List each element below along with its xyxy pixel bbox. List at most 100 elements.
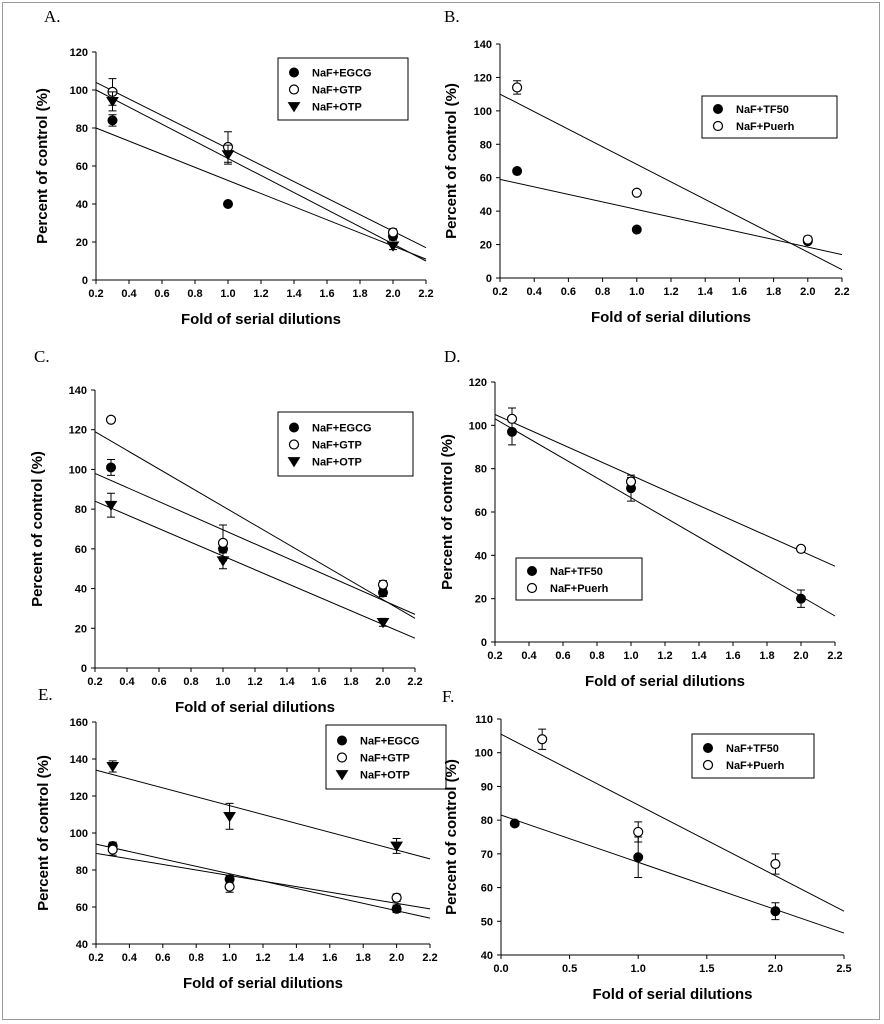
chart-c-y-tick-label: 100 (69, 464, 87, 476)
chart-e-legend-label-naf-otp: NaF+OTP (360, 770, 410, 782)
chart-e-y-tick-label: 120 (70, 791, 88, 803)
chart-e-x-tick-label: 0.8 (189, 952, 204, 964)
chart-c-x-axis-label: Fold of serial dilutions (175, 699, 335, 716)
chart-b-y-tick-label: 60 (480, 173, 492, 185)
chart-c-point-naf-egcg (106, 462, 116, 473)
chart-e-x-tick-label: 2.0 (389, 952, 404, 964)
chart-b-y-tick-label: 0 (486, 273, 492, 285)
chart-a-legend-label-naf-gtp: NaF+GTP (312, 85, 362, 97)
chart-b-y-tick-label: 120 (474, 72, 492, 84)
chart-d-x-tick-label: 2.0 (793, 650, 808, 662)
chart-d-y-tick-label: 40 (475, 550, 487, 562)
chart-c-y-tick-label: 80 (75, 504, 87, 516)
chart-b-x-tick-label: 1.4 (698, 286, 714, 298)
chart-d-legend-label-naf-puerh: NaF+Puerh (550, 583, 609, 595)
chart-c-point-naf-otp (216, 556, 230, 567)
chart-e-y-axis-label: Percent of control (%) (35, 755, 52, 911)
chart-a-fit-line-naf-egcg (95, 127, 427, 260)
chart-d-legend-marker-naf-puerh (526, 582, 538, 594)
chart-b-point-naf-puerh (631, 187, 642, 198)
chart-b-legend-label-naf-puerh: NaF+Puerh (736, 121, 795, 133)
chart-e-fit-line-naf-otp (95, 769, 431, 860)
chart-e-y-tick-label: 160 (70, 717, 88, 729)
chart-a-x-tick-label: 2.2 (418, 288, 433, 300)
chart-b-x-tick-label: 1.0 (629, 286, 644, 298)
chart-f-legend-marker-naf-tf50 (703, 743, 713, 753)
chart-a-point-naf-egcg (223, 199, 233, 209)
chart-c-x-tick-label: 0.4 (119, 676, 135, 688)
chart-b-legend-label-naf-tf50: NaF+TF50 (736, 104, 789, 116)
chart-b-x-tick-label: 1.8 (766, 286, 781, 298)
chart-b-x-tick-label: 1.6 (732, 286, 747, 298)
chart-a-y-tick-label: 120 (70, 47, 88, 59)
chart-panel-f: F. 0.0 0.5 1.0 1.5 2.0 2.5 40 50 60 70 80 90 100 110 Fo… (440, 680, 884, 1024)
chart-c-y-tick-label: 40 (75, 584, 87, 596)
chart-b-x-tick-label: 0.8 (595, 286, 610, 298)
chart-f-x-tick-label: 1.0 (631, 963, 646, 975)
chart-c-fit-line-naf-otp (94, 500, 416, 639)
chart-d-panel-label: D. (444, 347, 461, 366)
chart-c-legend-label-naf-otp: NaF+OTP (312, 457, 362, 469)
chart-a-point-naf-otp (386, 241, 400, 252)
chart-d-point-naf-puerh (795, 543, 807, 554)
chart-e-y-tick-label: 60 (76, 902, 88, 914)
chart-a-legend-marker-naf-otp (287, 102, 301, 113)
chart-c-legend-label-naf-gtp: NaF+GTP (312, 440, 362, 452)
chart-b-point-naf-puerh (802, 234, 813, 245)
chart-e-y-tick-label: 140 (70, 754, 88, 766)
chart-panel-b: B. 0.2 0.4 0.6 0.8 1.0 1.2 1.4 1.6 1.8 2.0 2.2 0 20 40… (440, 0, 884, 340)
chart-panel-c: C. 0.2 0.4 0.6 0.8 1.0 1.2 1.4 1.6 1.8 2.0 2.2 0 20 40… (0, 340, 440, 716)
chart-f-y-tick-label: 60 (481, 883, 493, 895)
chart-b-x-tick-label: 2.0 (800, 286, 815, 298)
chart-e-legend-marker-naf-gtp (336, 752, 348, 763)
chart-c-legend-marker-naf-gtp (288, 439, 300, 450)
chart-c-point-naf-otp (104, 500, 118, 512)
chart-e-x-tick-label: 2.2 (422, 952, 437, 964)
chart-e-point-naf-otp (390, 841, 404, 852)
chart-f-x-tick-label: 2.0 (768, 963, 783, 975)
chart-b-y-tick-label: 40 (480, 206, 492, 218)
chart-b-x-tick-label: 0.2 (492, 286, 507, 298)
chart-c-x-tick-label: 1.8 (343, 676, 358, 688)
chart-d-x-tick-label: 0.6 (555, 650, 570, 662)
chart-e-point-naf-gtp (107, 844, 118, 855)
chart-e-point-naf-gtp (391, 892, 402, 903)
chart-b-panel-label: B. (444, 7, 460, 26)
chart-b-legend-marker-naf-puerh (712, 120, 724, 132)
chart-c-x-tick-label: 1.6 (311, 676, 326, 688)
chart-e-point-naf-egcg (391, 903, 402, 914)
chart-d-y-tick-label: 80 (475, 464, 487, 476)
chart-d-y-tick-label: 120 (469, 377, 487, 389)
chart-c-x-tick-label: 1.2 (247, 676, 262, 688)
chart-d-x-tick-label: 1.8 (759, 650, 774, 662)
chart-d-y-tick-label: 0 (481, 637, 487, 649)
chart-f-point-naf-puerh (537, 734, 548, 745)
chart-a-fit-line-naf-otp (95, 89, 427, 262)
chart-f-x-axis-label: Fold of serial dilutions (592, 986, 752, 1003)
chart-d-x-tick-label: 0.2 (487, 650, 502, 662)
chart-b-point-naf-tf50 (631, 224, 642, 235)
chart-a-y-tick-label: 20 (76, 237, 88, 249)
chart-f-panel-label: F. (442, 687, 454, 706)
chart-b-legend-marker-naf-tf50 (713, 104, 723, 114)
chart-d-y-axis-label: Percent of control (%) (439, 434, 456, 590)
chart-d-legend-label-naf-tf50: NaF+TF50 (550, 566, 603, 578)
chart-c-y-tick-label: 0 (81, 663, 87, 675)
chart-e-legend-marker-naf-otp (335, 770, 349, 781)
chart-c-panel-label: C. (34, 347, 50, 366)
chart-a-point-naf-otp (221, 150, 235, 161)
chart-e-x-tick-label: 0.4 (122, 952, 138, 964)
chart-b-svg: B. 0.2 0.4 0.6 0.8 1.0 1.2 1.4 1.6 1.8 2.0 2.2 0 20 40… (443, 7, 850, 326)
chart-a-svg: A. 0.2 0.4 0.6 0.8 1.0 1.2 1.4 1.6 1.8 2.0 2.2 0 20 40… (34, 7, 434, 328)
chart-a-fit-line-naf-gtp (95, 81, 427, 249)
chart-d-x-tick-label: 1.2 (657, 650, 672, 662)
chart-d-y-tick-label: 60 (475, 507, 487, 519)
chart-b-x-tick-label: 0.4 (527, 286, 543, 298)
chart-a-point-naf-otp (106, 97, 119, 108)
chart-d-point-naf-puerh (625, 476, 637, 487)
chart-e-point-naf-otp (223, 812, 237, 823)
chart-c-legend-box (277, 411, 414, 477)
chart-f-y-tick-label: 40 (481, 950, 493, 962)
chart-a-y-tick-label: 40 (76, 199, 88, 211)
chart-a-panel-label: A. (44, 7, 61, 26)
